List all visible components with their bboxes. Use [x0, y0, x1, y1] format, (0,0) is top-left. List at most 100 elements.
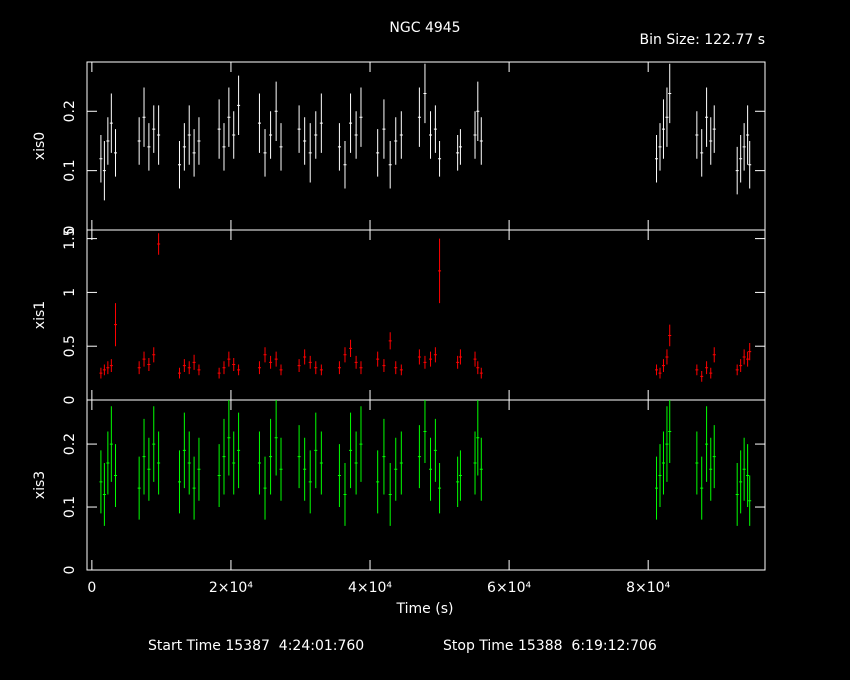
error-bar — [147, 437, 151, 501]
error-bar — [237, 364, 241, 376]
error-bar — [263, 129, 267, 177]
error-bar — [479, 437, 483, 501]
error-bar — [429, 351, 433, 367]
error-bar — [739, 450, 743, 514]
x-axis-label: Time (s) — [396, 601, 454, 617]
error-bar — [343, 462, 347, 526]
error-bar — [705, 406, 709, 482]
error-bar — [438, 462, 442, 514]
error-bar — [227, 87, 231, 147]
error-bar — [748, 140, 752, 189]
error-bar — [399, 364, 403, 376]
error-bar — [473, 111, 477, 159]
error-bar — [665, 349, 669, 365]
error-bar — [388, 140, 392, 189]
error-bar — [665, 406, 669, 482]
error-bar — [399, 431, 403, 495]
error-bar — [658, 123, 662, 171]
error-bar — [394, 361, 398, 375]
error-bar — [157, 233, 161, 255]
error-bar — [274, 400, 278, 476]
error-bar — [476, 400, 480, 476]
error-bar — [102, 462, 106, 526]
error-bar — [319, 431, 323, 495]
error-bar — [417, 425, 421, 489]
error-bar — [394, 117, 398, 165]
error-bar — [337, 123, 341, 171]
error-bar — [712, 105, 716, 153]
error-bar — [109, 359, 113, 373]
error-bar — [308, 450, 312, 514]
bin-size: Bin Size: 122.77 s — [640, 32, 765, 48]
error-bar — [137, 117, 141, 165]
error-bar — [192, 354, 196, 370]
error-bar — [388, 462, 392, 526]
y-axis-label: xis1 — [32, 301, 48, 329]
error-bar — [700, 129, 704, 177]
error-bar — [99, 450, 103, 514]
error-bar — [187, 105, 191, 165]
error-bar — [142, 418, 146, 495]
error-bar — [700, 456, 704, 520]
error-bar — [376, 351, 380, 367]
error-bar — [177, 367, 181, 379]
error-bar — [359, 87, 363, 147]
error-bar — [109, 93, 113, 153]
error-bar — [197, 364, 201, 376]
error-bar — [748, 475, 752, 526]
error-bar — [423, 63, 427, 124]
error-bar — [735, 364, 739, 376]
error-bar — [438, 140, 442, 177]
error-bar — [417, 349, 421, 365]
error-bar — [314, 111, 318, 159]
error-bar — [99, 367, 103, 379]
error-bar — [102, 140, 106, 201]
x-tick-label: 2×10⁴ — [209, 580, 253, 596]
error-bar — [746, 444, 750, 508]
error-bar — [658, 367, 662, 379]
error-bar — [137, 361, 141, 375]
y-tick-label: 0 — [62, 566, 78, 575]
panel-frame — [86, 399, 766, 571]
error-bar — [661, 99, 665, 159]
error-bar — [232, 431, 236, 495]
error-bar — [222, 123, 226, 171]
error-bar — [227, 400, 231, 476]
error-bar — [479, 117, 483, 165]
error-bar — [668, 63, 672, 124]
error-bar — [182, 123, 186, 171]
error-bar — [343, 347, 347, 363]
error-bar — [376, 129, 380, 177]
error-bar — [354, 111, 358, 159]
error-bar — [382, 418, 386, 495]
error-bar — [473, 431, 477, 495]
error-bar — [147, 358, 151, 371]
error-bar — [433, 347, 437, 363]
error-bar — [709, 367, 713, 379]
error-bar — [106, 361, 110, 375]
y-tick-label: 0.5 — [62, 335, 78, 357]
error-bar — [142, 87, 146, 147]
error-bar — [343, 140, 347, 189]
error-bar — [232, 111, 236, 159]
error-bar — [192, 129, 196, 177]
error-bar — [349, 93, 353, 153]
error-bar — [399, 111, 403, 159]
y-tick-label: 1 — [62, 288, 78, 297]
error-bar — [263, 456, 267, 520]
error-bar — [114, 303, 118, 347]
error-bar — [433, 418, 437, 482]
error-bar — [308, 355, 312, 369]
error-bar — [433, 105, 437, 153]
error-bar — [655, 456, 659, 520]
error-bar — [349, 412, 353, 489]
error-bar — [359, 406, 363, 482]
error-bar — [394, 437, 398, 501]
y-tick-label: 0.2 — [62, 100, 78, 122]
error-bar — [157, 431, 161, 495]
error-bar — [742, 123, 746, 171]
error-bar — [655, 135, 659, 183]
error-bar — [217, 444, 221, 508]
error-bar — [709, 437, 713, 501]
error-bar — [382, 359, 386, 373]
